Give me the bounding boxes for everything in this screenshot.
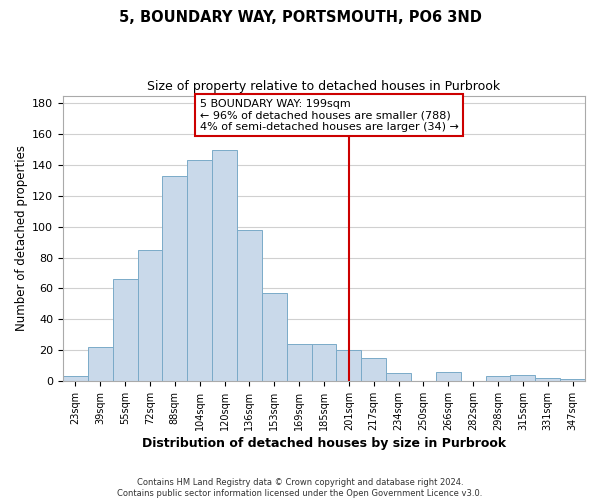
Bar: [485, 376, 511, 381]
Bar: [237, 230, 262, 381]
Text: 5, BOUNDARY WAY, PORTSMOUTH, PO6 3ND: 5, BOUNDARY WAY, PORTSMOUTH, PO6 3ND: [119, 10, 481, 25]
Bar: [311, 344, 337, 381]
Text: Contains HM Land Registry data © Crown copyright and database right 2024.
Contai: Contains HM Land Registry data © Crown c…: [118, 478, 482, 498]
Bar: [113, 279, 137, 381]
Y-axis label: Number of detached properties: Number of detached properties: [15, 146, 28, 332]
Bar: [63, 376, 88, 381]
Bar: [511, 375, 535, 381]
Bar: [337, 350, 361, 381]
Bar: [262, 293, 287, 381]
Title: Size of property relative to detached houses in Purbrook: Size of property relative to detached ho…: [148, 80, 500, 93]
Bar: [560, 380, 585, 381]
Bar: [287, 344, 311, 381]
Bar: [535, 378, 560, 381]
Bar: [137, 250, 163, 381]
Bar: [386, 373, 411, 381]
Bar: [88, 347, 113, 381]
Bar: [212, 150, 237, 381]
Bar: [163, 176, 187, 381]
Bar: [187, 160, 212, 381]
X-axis label: Distribution of detached houses by size in Purbrook: Distribution of detached houses by size …: [142, 437, 506, 450]
Text: 5 BOUNDARY WAY: 199sqm
← 96% of detached houses are smaller (788)
4% of semi-det: 5 BOUNDARY WAY: 199sqm ← 96% of detached…: [200, 98, 458, 132]
Bar: [436, 372, 461, 381]
Bar: [361, 358, 386, 381]
